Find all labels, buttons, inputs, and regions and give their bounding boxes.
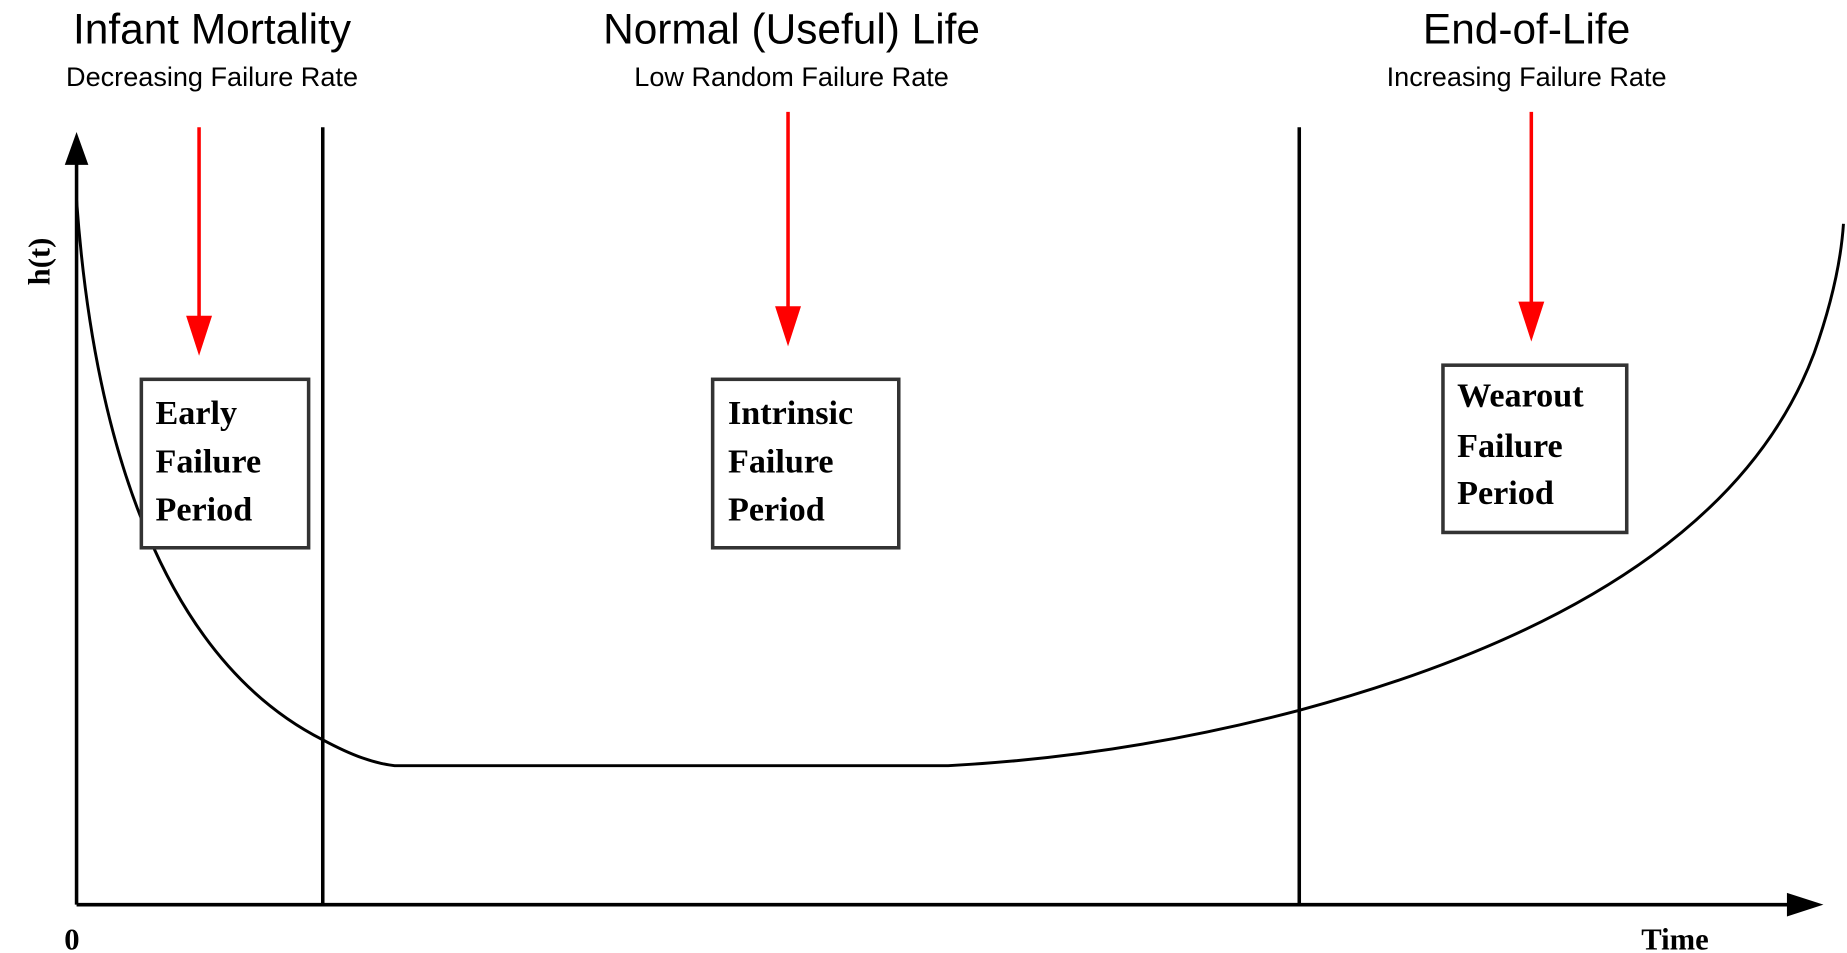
arrow-head bbox=[1518, 301, 1545, 342]
box-line: Failure bbox=[728, 443, 834, 480]
arrow-head bbox=[775, 306, 801, 347]
phase-box bbox=[710, 377, 901, 550]
arrow-head bbox=[186, 315, 213, 356]
phase-title: Normal (Useful) Life bbox=[603, 6, 980, 53]
phase-box bbox=[139, 377, 311, 550]
box-line: Early bbox=[155, 395, 237, 432]
origin-label: 0 bbox=[64, 922, 79, 953]
y-arrow bbox=[64, 131, 89, 165]
box-line: Intrinsic bbox=[728, 395, 853, 432]
y-axis-label: h(t) bbox=[22, 238, 56, 286]
phase-title: End-of-Life bbox=[1423, 6, 1630, 53]
x-arrow bbox=[1786, 892, 1824, 917]
phase-title: Infant Mortality bbox=[73, 6, 352, 53]
box-line: Period bbox=[155, 492, 252, 529]
box-line: Wearout bbox=[1457, 377, 1584, 414]
hazard-curve bbox=[75, 200, 1845, 768]
box-line: Failure bbox=[155, 443, 261, 480]
phase-subtitle: Decreasing Failure Rate bbox=[66, 61, 358, 92]
phase-subtitle: Low Random Failure Rate bbox=[634, 61, 949, 92]
box-line: Period bbox=[1457, 475, 1554, 512]
box-line: Period bbox=[728, 492, 825, 529]
phase-subtitle: Increasing Failure Rate bbox=[1387, 61, 1667, 92]
box-line: Failure bbox=[1457, 428, 1563, 465]
phase-box bbox=[1441, 363, 1629, 535]
x-axis-label: Time bbox=[1641, 922, 1708, 953]
